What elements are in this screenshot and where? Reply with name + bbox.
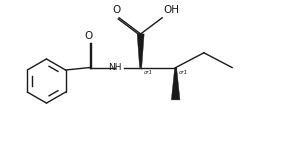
Text: or1: or1 bbox=[179, 70, 188, 75]
Text: O: O bbox=[112, 5, 120, 15]
Text: or1: or1 bbox=[144, 70, 153, 75]
Polygon shape bbox=[137, 34, 144, 68]
Polygon shape bbox=[171, 68, 180, 100]
Text: NH: NH bbox=[108, 63, 122, 72]
Text: OH: OH bbox=[164, 5, 179, 15]
Text: O: O bbox=[84, 31, 92, 41]
